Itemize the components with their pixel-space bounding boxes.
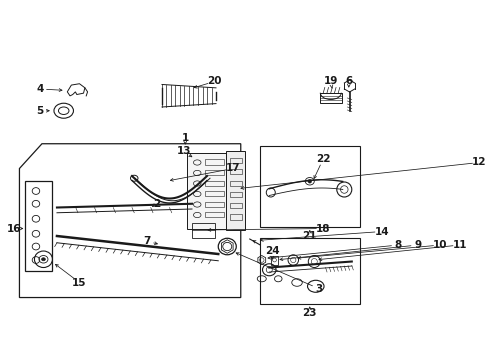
Text: 14: 14: [374, 226, 388, 237]
Text: 13: 13: [176, 146, 191, 156]
Text: 20: 20: [207, 76, 221, 86]
Text: 1: 1: [181, 134, 188, 144]
Bar: [260, 238, 359, 303]
Text: 16: 16: [7, 224, 21, 234]
Ellipse shape: [41, 258, 45, 261]
Bar: [270, 256, 278, 265]
Bar: [204, 159, 223, 165]
Text: 23: 23: [302, 307, 316, 318]
Text: 9: 9: [413, 240, 421, 250]
Text: 6: 6: [345, 76, 352, 86]
Bar: [229, 180, 241, 186]
Bar: [204, 170, 223, 175]
Text: 4: 4: [36, 84, 43, 94]
Bar: [229, 169, 241, 175]
Text: 3: 3: [314, 284, 322, 293]
Text: 21: 21: [302, 231, 316, 241]
Polygon shape: [225, 151, 244, 230]
Text: 19: 19: [323, 76, 337, 86]
Bar: [204, 212, 223, 217]
Bar: [229, 192, 241, 197]
Bar: [204, 202, 223, 207]
Text: 5: 5: [36, 106, 43, 116]
Bar: [229, 158, 241, 163]
Bar: [204, 180, 223, 186]
Text: 22: 22: [315, 154, 330, 164]
Text: 2: 2: [153, 199, 160, 209]
Ellipse shape: [307, 179, 311, 183]
Bar: [260, 146, 359, 227]
Bar: [192, 222, 214, 238]
Text: 12: 12: [471, 157, 486, 167]
Bar: [229, 203, 241, 208]
Text: 18: 18: [315, 224, 330, 234]
Text: 15: 15: [72, 278, 86, 288]
Text: 11: 11: [452, 240, 466, 250]
Polygon shape: [186, 153, 231, 229]
Text: 17: 17: [225, 163, 240, 174]
Bar: [319, 93, 341, 103]
Text: 10: 10: [432, 240, 447, 250]
Text: 8: 8: [394, 240, 401, 250]
Text: 24: 24: [264, 246, 279, 256]
Text: 7: 7: [143, 236, 150, 246]
Bar: [229, 214, 241, 220]
Bar: [204, 191, 223, 196]
